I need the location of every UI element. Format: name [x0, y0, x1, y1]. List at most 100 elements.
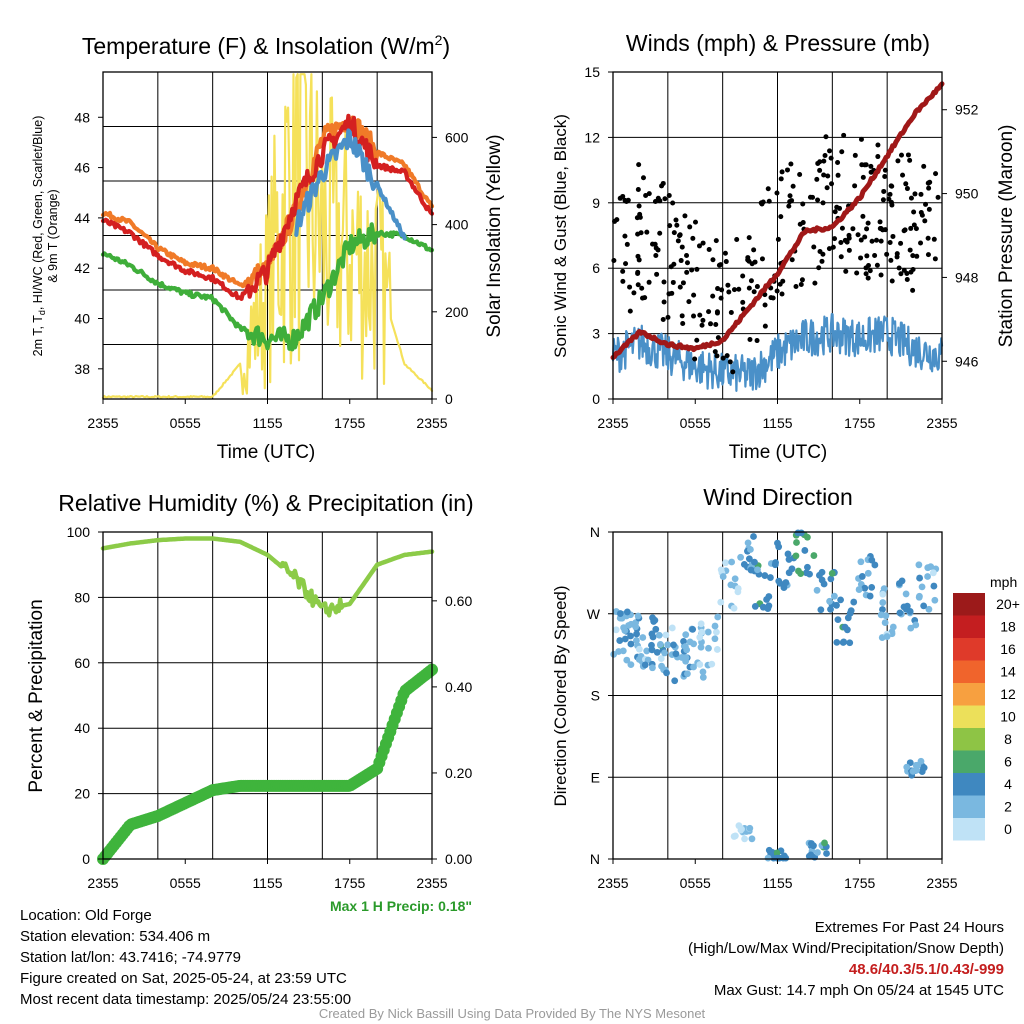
gust-point: [807, 194, 813, 200]
gust-point: [898, 152, 904, 158]
gust-point: [662, 196, 668, 202]
direction-point: [612, 626, 620, 634]
gust-point: [779, 169, 785, 175]
info-elevation: Station elevation: 534.406 m: [20, 928, 211, 945]
gust-point: [787, 193, 793, 199]
gust-point: [694, 266, 700, 272]
extremes-title: Extremes For Past 24 Hours: [814, 919, 1004, 936]
gust-point: [650, 241, 656, 247]
gust-point: [623, 261, 629, 267]
y-tick-label: 15: [584, 64, 600, 80]
gust-point: [877, 219, 883, 225]
direction-point: [814, 849, 821, 856]
gust-point: [894, 251, 900, 257]
gust-point: [799, 277, 805, 283]
direction-point: [610, 650, 618, 658]
gust-point: [778, 214, 784, 220]
direction-point: [847, 607, 855, 615]
legend-label: 14: [1000, 664, 1016, 680]
direction-point: [657, 655, 665, 662]
gust-point: [903, 181, 909, 187]
direction-point: [697, 620, 705, 628]
y-tick-label-right: 950: [955, 186, 979, 202]
direction-point: [801, 547, 809, 554]
direction-point: [818, 576, 826, 584]
gust-point: [719, 287, 725, 293]
legend-swatch: [953, 818, 985, 841]
gust-point: [832, 236, 838, 242]
gust-point: [727, 359, 733, 365]
legend-swatch: [953, 773, 985, 796]
direction-point: [817, 606, 825, 614]
pressure-line: [610, 81, 945, 360]
gust-point: [694, 337, 700, 343]
gust-point: [908, 195, 914, 201]
gust-point: [766, 198, 772, 204]
gust-point: [777, 281, 783, 287]
direction-point: [767, 574, 774, 581]
gust-point: [637, 211, 643, 217]
x-tick-label: 1155: [762, 875, 792, 891]
direction-point: [806, 570, 813, 578]
gust-point: [878, 238, 884, 244]
gust-point: [926, 185, 932, 191]
direction-point: [656, 641, 664, 648]
direction-point: [837, 596, 844, 604]
gust-point: [881, 188, 887, 194]
wind-panel: Winds (mph) & Pressure (mb) 2355 0555 1155…: [551, 30, 1017, 463]
direction-point: [616, 610, 624, 617]
y-tick-label: S: [591, 688, 600, 704]
legend-label: 12: [1000, 686, 1016, 702]
direction-point: [857, 558, 865, 566]
x-tick-label: 2355: [416, 415, 447, 431]
gust-point: [754, 284, 760, 290]
rh-title: Relative Humidity (%) & Precipitation (i…: [58, 490, 473, 516]
gust-point: [843, 268, 849, 274]
direction-point: [765, 593, 773, 600]
direction-point: [633, 637, 640, 644]
direction-point: [871, 561, 879, 569]
wind-ylabel-right: Station Pressure (Maroon): [996, 125, 1017, 348]
gust-point: [814, 176, 820, 182]
gust-point: [774, 190, 780, 196]
direction-point: [915, 561, 923, 569]
direction-point: [670, 641, 677, 649]
y-tick-label: 40: [74, 720, 90, 736]
direction-point: [722, 559, 729, 567]
direction-point: [827, 605, 834, 613]
gust-point: [774, 288, 780, 294]
direction-point: [841, 623, 849, 631]
gust-point: [679, 244, 685, 250]
y-tick-label-right: 200: [445, 304, 469, 320]
gust-point: [686, 299, 692, 305]
direction-point: [909, 767, 917, 775]
gust-point: [714, 310, 720, 316]
direction-point: [920, 764, 928, 772]
gust-point: [679, 313, 685, 319]
direction-point: [684, 670, 691, 678]
direction-point: [784, 550, 792, 558]
direction-point: [779, 854, 787, 862]
x-tick-label: 1755: [334, 875, 365, 891]
max-gust: Max Gust: 14.7 mph On 05/24 at 1545 UTC: [713, 982, 1004, 999]
gust-point: [713, 238, 719, 244]
gust-point: [877, 226, 883, 232]
direction-point: [839, 639, 847, 646]
direction-point: [668, 624, 676, 632]
gust-point: [864, 226, 870, 232]
direction-point: [877, 611, 885, 619]
direction-point: [648, 641, 655, 649]
x-tick-label: 1755: [334, 415, 365, 431]
direction-point: [879, 590, 887, 598]
gust-point: [823, 134, 829, 140]
direction-point: [627, 632, 634, 640]
gust-point: [855, 232, 861, 238]
gust-point: [706, 309, 712, 315]
info-recent: Most recent data timestamp: 2025/05/24 2…: [20, 991, 352, 1008]
gust-point: [751, 289, 757, 295]
direction-point: [748, 835, 756, 843]
gust-point: [740, 273, 746, 279]
y-tick-label-right: 946: [955, 353, 979, 369]
y-tick-label-right: 0.00: [445, 851, 472, 867]
legend-label: 20+: [996, 596, 1020, 612]
